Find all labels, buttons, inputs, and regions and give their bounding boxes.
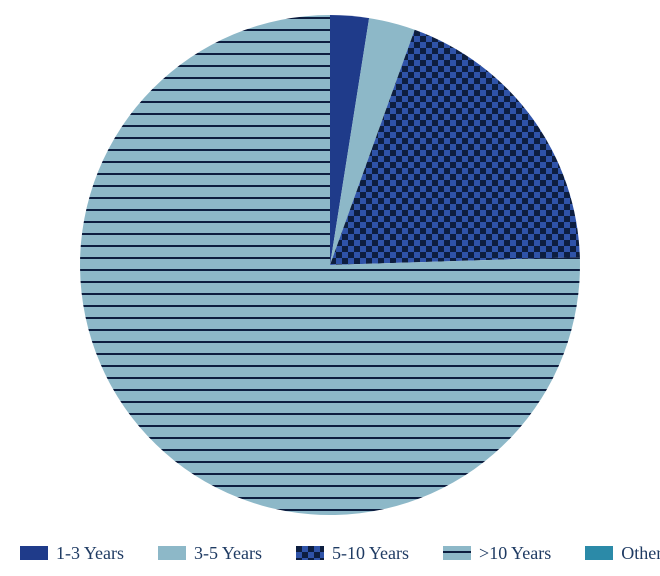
legend-label: Other <box>621 543 660 564</box>
legend-item: 1-3 Years <box>20 543 124 564</box>
legend-item: >10 Years <box>443 543 551 564</box>
pie-chart <box>0 0 660 530</box>
legend-swatch <box>20 546 48 560</box>
legend-item: Other <box>585 543 660 564</box>
legend-label: 3-5 Years <box>194 543 262 564</box>
legend-swatch <box>585 546 613 560</box>
legend-item: 5-10 Years <box>296 543 409 564</box>
pie-chart-container: 1-3 Years 3-5 Years 5-10 Years >10 Years Oth… <box>0 0 660 576</box>
legend-item: 3-5 Years <box>158 543 262 564</box>
legend-label: >10 Years <box>479 543 551 564</box>
legend-swatch <box>158 546 186 560</box>
legend-swatch <box>296 546 324 560</box>
legend-label: 1-3 Years <box>56 543 124 564</box>
pie-svg <box>0 0 660 530</box>
legend-swatch <box>443 546 471 560</box>
legend: 1-3 Years 3-5 Years 5-10 Years >10 Years Oth… <box>0 538 660 568</box>
legend-label: 5-10 Years <box>332 543 409 564</box>
